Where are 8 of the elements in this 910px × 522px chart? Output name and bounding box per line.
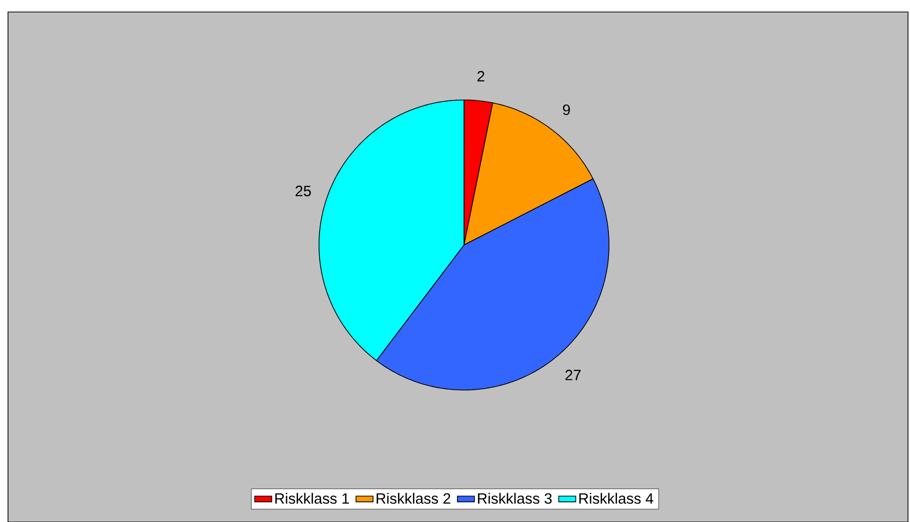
data-label: 9	[562, 104, 570, 115]
legend-label: Riskklass 3	[478, 492, 552, 504]
legend-label: Riskklass 4	[579, 492, 654, 504]
data-label: 25	[296, 185, 311, 196]
legend-label: Riskklass 1	[275, 492, 349, 504]
data-label: 27	[565, 370, 581, 380]
data-label: 2	[477, 70, 484, 82]
legend-label: Riskklass 2	[376, 492, 450, 504]
